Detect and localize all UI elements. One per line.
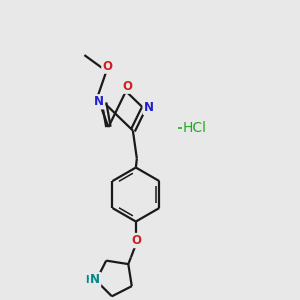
Text: O: O (132, 234, 142, 247)
Text: HCl: HCl (183, 121, 207, 135)
Text: O: O (102, 60, 112, 73)
Text: H: H (85, 274, 93, 284)
Text: N: N (90, 273, 100, 286)
Text: O: O (122, 80, 132, 93)
Text: N: N (94, 95, 104, 108)
Text: N: N (144, 101, 154, 114)
